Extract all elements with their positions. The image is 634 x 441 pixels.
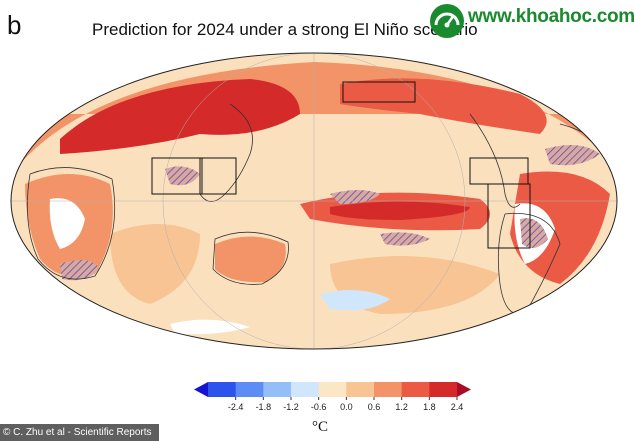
world-temperature-map <box>10 52 618 350</box>
australia-warm <box>215 236 286 283</box>
hatch-pacific <box>330 190 380 204</box>
globe-outline <box>10 52 618 350</box>
cool-patch-south <box>170 319 250 335</box>
colorbar-tick-label: -0.6 <box>311 402 327 412</box>
colorbar-unit: °C <box>312 419 329 435</box>
figure-title: Prediction for 2024 under a strong El Ni… <box>92 20 478 39</box>
image-credit: © C. Zhu et al - Scientific Reports <box>0 424 159 441</box>
indian-ocean-mild <box>110 224 200 304</box>
panel-letter: b <box>7 10 22 40</box>
colorbar-swatches <box>194 382 471 397</box>
colorbar-swatch <box>318 382 347 397</box>
colorbar-tick-label: 1.8 <box>423 402 436 412</box>
colorbar-swatch <box>263 382 292 397</box>
colorbar-swatch <box>208 382 237 397</box>
colorbar-tick-label: 2.4 <box>451 402 464 412</box>
colorbar-tick-label: -1.8 <box>256 402 272 412</box>
colorbar-swatch <box>235 382 264 397</box>
colorbar: -2.4 -1.8 -1.2 -0.6 0.0 0.6 1.2 1.8 2.4 <box>194 382 471 412</box>
graticule <box>11 53 617 349</box>
colorbar-extend-max <box>457 382 471 397</box>
hatch-south-pacific <box>380 232 430 246</box>
coastlines <box>26 103 613 316</box>
colorbar-swatch <box>429 382 458 397</box>
arctic-canada-hot <box>340 78 547 134</box>
colorbar-swatch <box>291 382 320 397</box>
colorbar-tick-label: 0.6 <box>368 402 381 412</box>
colorbar-tick-label: -2.4 <box>228 402 244 412</box>
colorbar-extend-min <box>194 382 208 397</box>
north-asia-hot <box>60 79 300 154</box>
meter-logo-icon <box>430 4 464 38</box>
enso-core <box>330 201 470 220</box>
watermark: www.khoahoc.com.vn <box>418 2 634 42</box>
region-boxes <box>151 81 531 249</box>
colorbar-swatch <box>401 382 430 397</box>
hatch-indian-ocean <box>60 260 100 281</box>
colorbar-ticks: -2.4 -1.8 -1.2 -0.6 0.0 0.6 1.2 1.8 2.4 <box>228 397 463 412</box>
cool-patch-pacific <box>320 290 390 311</box>
watermark-text: www.khoahoc.com.vn <box>468 6 634 27</box>
africa-blank <box>49 198 85 249</box>
hatch-asia <box>165 166 200 186</box>
colorbar-tick-label: -1.2 <box>283 402 299 412</box>
colorbar-swatch <box>374 382 403 397</box>
colorbar-swatch <box>346 382 375 397</box>
colorbar-tick-label: 0.0 <box>340 402 353 412</box>
hatch-south-america <box>520 218 548 248</box>
hatch-atlantic <box>545 145 600 166</box>
colorbar-tick-label: 1.2 <box>395 402 408 412</box>
